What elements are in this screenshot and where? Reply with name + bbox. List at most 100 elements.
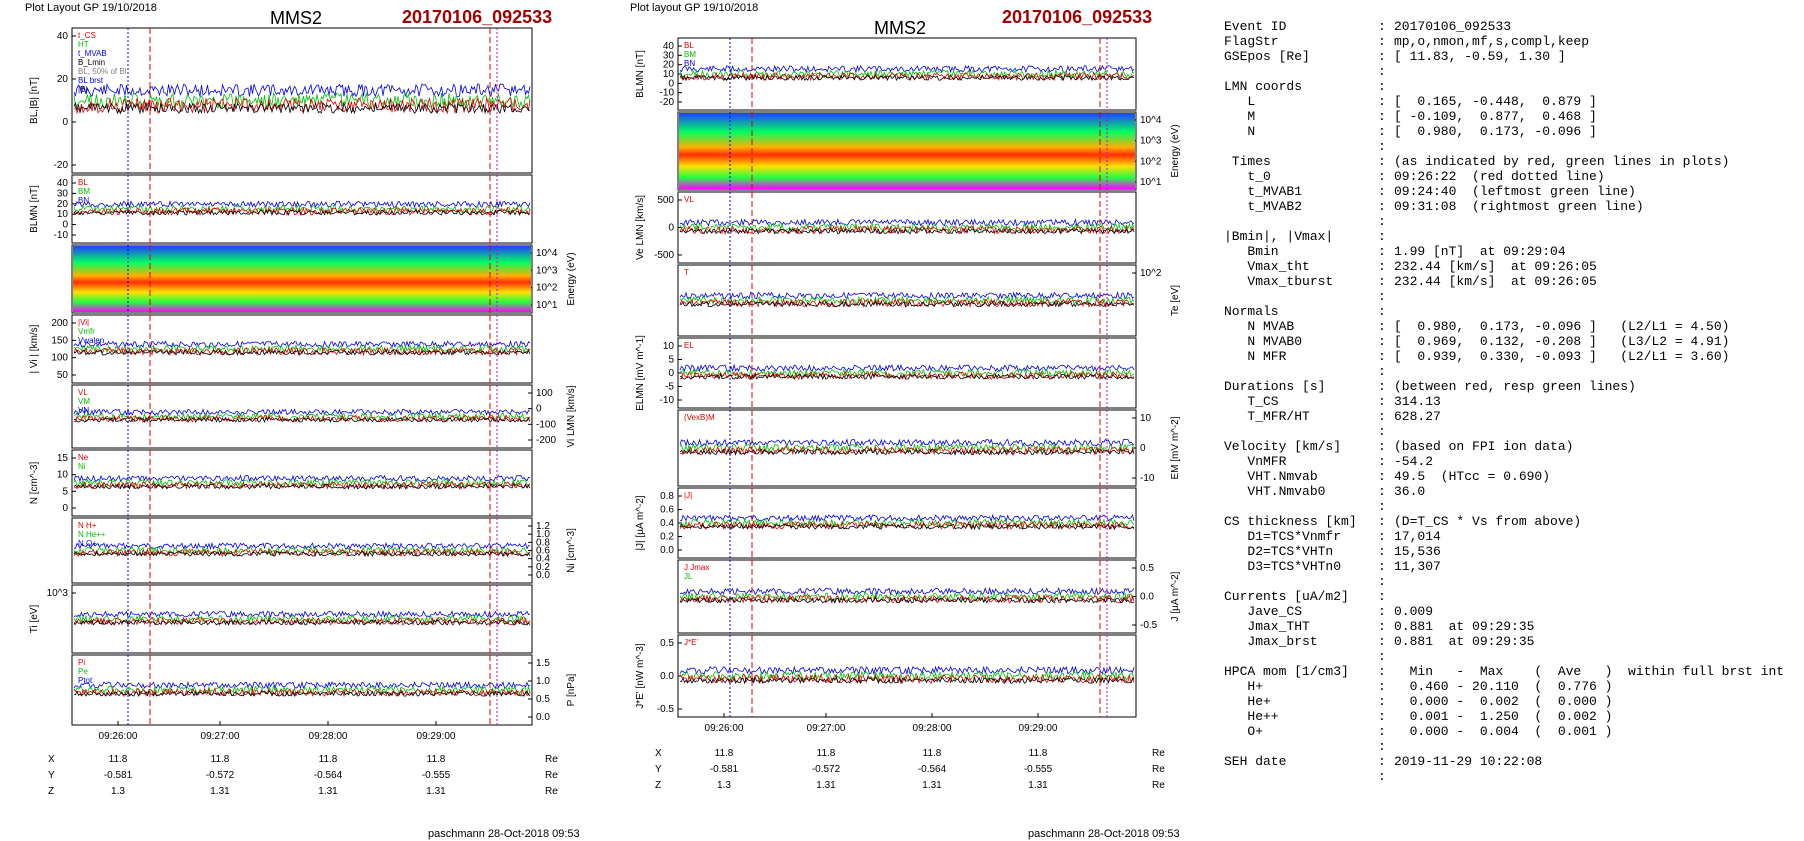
table-row: t_MVAB2:09:31:08 (rightmost green line): [1224, 199, 1784, 214]
right-coord-label: Y: [655, 764, 662, 775]
table-row-value: 11,307: [1394, 559, 1441, 574]
left-time-label: 09:27:00: [201, 731, 240, 742]
right-legend-entry: (VexB)M: [684, 413, 715, 422]
right-legend-entry: JL: [684, 572, 693, 581]
left-figure: BL,|B| [nT]40200-20t_CSHTt_MVABB_LminBL,…: [29, 27, 577, 797]
table-row-separator: :: [1378, 754, 1386, 769]
table-row: D2=TCS*VHTn:15,536: [1224, 544, 1784, 559]
right-tick-label: 0.0: [660, 545, 674, 556]
table-row-label: FlagStr: [1224, 34, 1279, 49]
table-row-separator: :: [1378, 154, 1386, 169]
right-tick-label: 0: [668, 368, 674, 379]
table-row-label: t_MVAB1: [1224, 184, 1303, 199]
table-row-separator: :: [1378, 124, 1386, 139]
right-time-label: 09:27:00: [807, 723, 846, 734]
left-legend-entry: N He++: [78, 530, 106, 539]
table-row-value: mp,o,nmon,mf,s,compl,keep: [1394, 34, 1590, 49]
table-row: M: [ -0.109, 0.877, 0.468 ]: [1224, 109, 1784, 124]
table-row: :: [1224, 499, 1784, 514]
table-row: Event ID:20170106_092533: [1224, 19, 1784, 34]
table-row-label: N: [1224, 124, 1256, 139]
left-coord-unit: Re: [545, 770, 558, 781]
left-panel-7: Ni [cm^-3] 1.21.00.80.60.40.20.0 N H+N He+…: [71, 517, 577, 584]
right-trace-green: [679, 222, 1135, 233]
table-row: D3=TCS*VHTn0:11,307: [1224, 559, 1784, 574]
right-coord-value: -0.572: [812, 764, 841, 775]
table-row-separator: :: [1378, 409, 1386, 424]
table-row-value: (as indicated by red, green lines in plo…: [1394, 154, 1730, 169]
left-tick-label: 0: [62, 503, 68, 514]
right-spectrogram: [679, 113, 1135, 189]
table-row-separator: :: [1378, 109, 1386, 124]
left-spectrogram: [73, 246, 531, 312]
table-row: :: [1224, 739, 1784, 754]
table-row-value: 1.99 [nT] at 09:29:04: [1394, 244, 1566, 259]
table-row-separator: :: [1378, 184, 1386, 199]
right-trace-red: [679, 445, 1135, 456]
right-panel-9: J*E' [nW m^-3] 0.5 0.0 -0.5 J*E': [635, 634, 1137, 718]
right-panel-3: Ve LMN [km/s] 500 0 -500 VL: [635, 191, 1137, 264]
table-row: Jmax_brst:0.881 at 09:29:35: [1224, 634, 1784, 649]
right-tick-label: 10^2: [1140, 268, 1162, 279]
right-legend-entry: BN: [684, 59, 695, 68]
right-tick-label: -20: [660, 97, 675, 108]
left-tick-label: 0.5: [536, 694, 550, 705]
table-row-value: 0.881 at 09:29:35: [1394, 634, 1535, 649]
table-row: N MFR: [ 0.939, 0.330, -0.093 ] (L2/L1 = …: [1224, 349, 1784, 364]
left-tick-label: 15: [57, 453, 69, 464]
right-trace-blue: [679, 363, 1135, 373]
right-panel-7: |J| [µA m^-2] 0.8 0.6 0.4 0.2 0.0 |J|: [635, 487, 1137, 559]
right-event-id: 20170106_092533: [1002, 7, 1153, 27]
table-row-label: Jmax_THT: [1224, 619, 1310, 634]
right-time-label: 09:29:00: [1019, 723, 1058, 734]
right-panel-5: ELMN [mV m^-1] 10 5 0 -5 -10 EL: [635, 335, 1137, 411]
right-coord-unit: Re: [1152, 780, 1165, 791]
table-row-separator: :: [1378, 229, 1386, 244]
left-tick-label: 150: [51, 335, 68, 346]
right-tick-label: -10: [1140, 473, 1155, 484]
left-tick-label: 1.0: [536, 529, 550, 540]
left-legend-entry: BM: [78, 187, 90, 196]
left-legend-entry: N H+: [78, 521, 97, 530]
table-row-separator: :: [1378, 334, 1386, 349]
right-trace-green: [679, 591, 1135, 602]
table-row-value: 0.001 - 1.250 ( 0.002 ): [1394, 709, 1613, 724]
right-trace-blue: [679, 586, 1135, 597]
left-coord-label: Z: [48, 786, 54, 797]
right-coord-value: 1.31: [1028, 780, 1048, 791]
right-trace-black: [679, 596, 1135, 604]
table-row-label: VHT.Nmvab: [1224, 469, 1318, 484]
right-panel-4: Te [eV] 10^2 T: [677, 264, 1181, 337]
left-legend-entry: BL: [78, 178, 88, 187]
left-coord-value: -0.555: [422, 770, 451, 781]
table-row: VnMFR: -54.2: [1224, 454, 1784, 469]
right-legend-entry: J Jmax: [684, 563, 709, 572]
right-plot-title: MMS2: [874, 18, 927, 38]
right-ylabel: ELMN [mV m^-1]: [635, 335, 646, 411]
right-coord-value: 1.31: [922, 780, 942, 791]
table-row-separator: :: [1378, 529, 1386, 544]
right-trace-blue: [679, 513, 1135, 523]
left-tick-label: 40: [57, 31, 69, 42]
table-row: FlagStr: mp,o,nmon,mf,s,compl,keep: [1224, 34, 1784, 49]
table-row-label: N MFR: [1224, 349, 1287, 364]
table-row: :: [1224, 289, 1784, 304]
right-tick-label: 0.4: [660, 518, 674, 529]
table-row-value: 0.009: [1394, 604, 1434, 619]
left-ylabel: Ti [eV]: [29, 605, 40, 634]
right-trace-red: [679, 370, 1135, 381]
table-row-value: 09:24:40 (leftmost green line): [1394, 184, 1636, 199]
left-legend-entry: Ptot: [78, 676, 93, 685]
table-row-label: VHT.Nmvab0: [1224, 484, 1326, 499]
left-time-label: 09:26:00: [99, 731, 138, 742]
table-row-separator: :: [1378, 634, 1386, 649]
table-row-value: 15,536: [1394, 544, 1441, 559]
right-time-label: 09:26:00: [705, 723, 744, 734]
table-row-label: SEH date: [1224, 754, 1287, 769]
right-trace-black: [679, 372, 1135, 381]
table-row: Durations [s]: (between red, resp green l…: [1224, 379, 1784, 394]
right-coord-value: -0.555: [1024, 764, 1053, 775]
table-row-label: L: [1224, 94, 1256, 109]
table-row-label: Jmax_brst: [1224, 634, 1318, 649]
